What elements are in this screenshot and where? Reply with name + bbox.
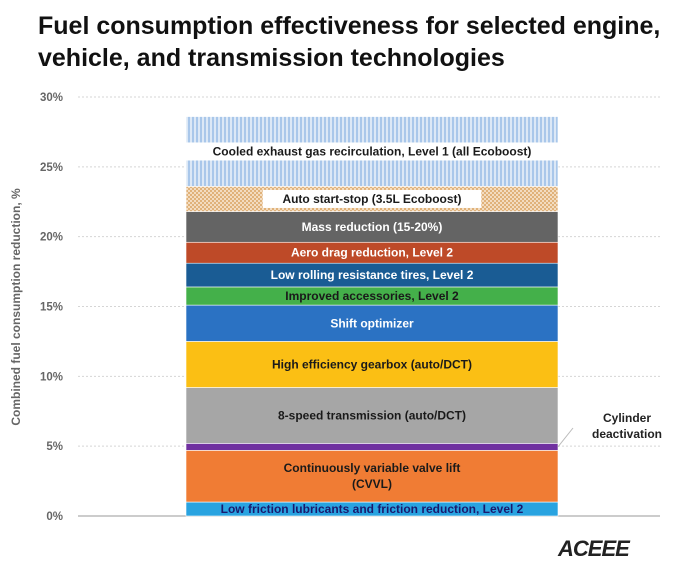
- gridlines: [78, 96, 660, 447]
- segment-label: Low friction lubricants and friction red…: [221, 502, 524, 516]
- callout-label: deactivation: [592, 427, 662, 441]
- segment-label: Improved accessories, Level 2: [285, 289, 459, 303]
- y-tick-label: 0%: [46, 511, 63, 523]
- segment-label: Cooled exhaust gas recirculation, Level …: [213, 144, 532, 158]
- bar-segment: [185, 450, 559, 503]
- segment-label: Shift optimizer: [330, 316, 414, 330]
- bar-segments: [185, 116, 559, 517]
- chart-title: Fuel consumption effectiveness for selec…: [38, 12, 661, 72]
- callout-leader-line: [557, 427, 574, 448]
- y-axis-label: Combined fuel consumption reduction, %: [9, 188, 23, 426]
- segment-label: Continuously variable valve lift: [284, 461, 461, 475]
- callout-label: Cylinder: [603, 411, 651, 425]
- segment-label: 8-speed transmission (auto/DCT): [278, 408, 466, 422]
- bar-segment: [185, 341, 559, 388]
- callouts: Cylinder deactivation: [557, 411, 662, 448]
- bar-segment: [185, 211, 559, 243]
- y-axis: 0% 5% 10% 15% 20% 25% 30%: [40, 92, 660, 523]
- bar-segment: [185, 387, 559, 444]
- segment-label-box: [262, 189, 482, 208]
- aceee-logo: ACEEE: [558, 536, 630, 561]
- y-tick-label: 30%: [40, 92, 63, 104]
- y-tick-label: 25%: [40, 162, 63, 174]
- y-tick-label: 20%: [40, 232, 63, 244]
- segment-label: Low rolling resistance tires, Level 2: [271, 268, 474, 282]
- segment-label-box: [180, 142, 564, 161]
- y-tick-label: 15%: [40, 302, 63, 314]
- segment-label: Aero drag reduction, Level 2: [291, 246, 453, 260]
- segment-labels: Low friction lubricants and friction red…: [180, 142, 564, 516]
- bar-segment: [185, 304, 559, 342]
- segment-label: Mass reduction (15-20%): [302, 220, 443, 234]
- bar-segment: [185, 443, 559, 451]
- segment-label: High efficiency gearbox (auto/DCT): [272, 357, 472, 371]
- segment-label: (CVVL): [352, 477, 392, 491]
- y-tick-label: 10%: [40, 371, 63, 383]
- segment-label: Auto start-stop (3.5L Ecoboost): [282, 192, 461, 206]
- y-tick-label: 5%: [46, 441, 63, 453]
